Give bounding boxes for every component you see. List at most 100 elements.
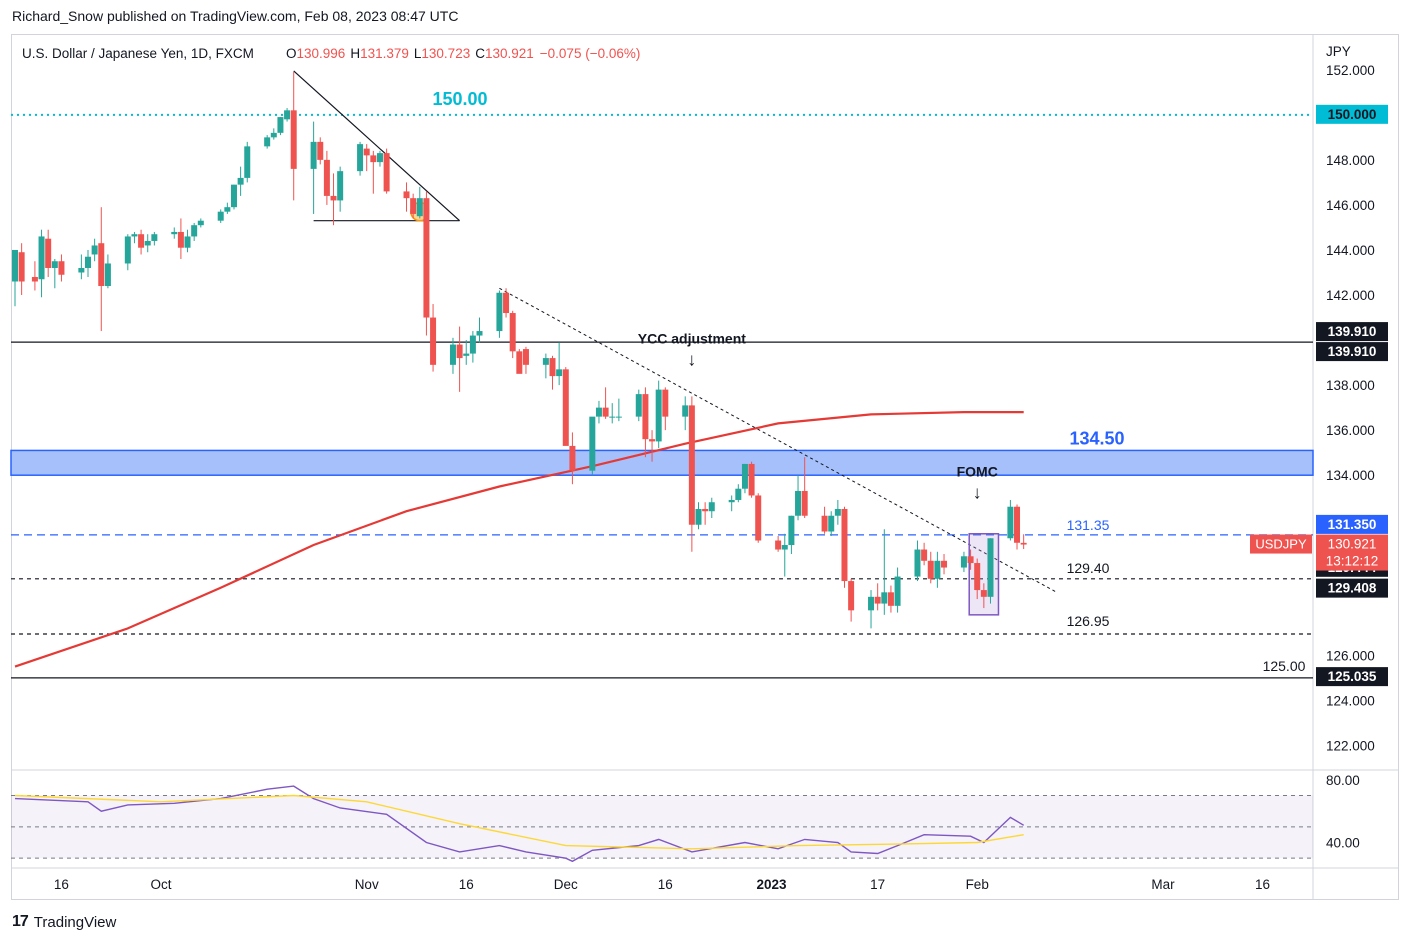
candle-body: [980, 590, 987, 597]
candle-body: [934, 560, 941, 579]
candle-body: [469, 335, 476, 354]
candle: [509, 310, 516, 359]
candle: [230, 184, 237, 210]
candle: [51, 258, 58, 289]
candle: [834, 499, 841, 525]
candle-body: [549, 358, 556, 377]
candle: [695, 502, 702, 530]
candle-body: [609, 416, 616, 418]
candle-body: [509, 313, 516, 352]
candle-body: [635, 394, 642, 417]
candle-body: [602, 407, 609, 417]
candle-body: [522, 349, 529, 365]
last-price-text: 130.921: [1328, 537, 1377, 552]
candle-body: [476, 331, 483, 336]
x-tick-label: Oct: [150, 877, 171, 892]
x-tick-label: 16: [459, 877, 474, 892]
last-price-box: [1316, 534, 1388, 571]
candle: [469, 331, 476, 363]
candle: [496, 290, 503, 338]
candle-body: [569, 445, 576, 471]
candle-body: [702, 508, 709, 512]
candle: [828, 511, 835, 537]
candle: [682, 396, 689, 431]
candle: [503, 288, 510, 318]
candle: [403, 182, 410, 212]
moving-average-line: [14, 411, 1024, 668]
candle: [516, 349, 523, 374]
candle-body: [124, 236, 131, 264]
candle-body: [449, 344, 456, 365]
y-tick-label: 152.000: [1326, 63, 1375, 78]
candle-body: [927, 560, 934, 579]
candle-body: [191, 225, 198, 237]
candle: [383, 148, 390, 194]
candle-body: [237, 177, 244, 185]
candle-body: [1014, 506, 1021, 543]
candle: [1007, 499, 1014, 541]
candle-body: [795, 490, 802, 516]
legend-close-label: C: [475, 46, 485, 61]
legend-high-label: H: [350, 46, 360, 61]
candle: [357, 141, 364, 176]
candle: [874, 583, 881, 611]
candle-body: [748, 463, 755, 496]
candle-body: [695, 508, 702, 525]
candle: [702, 502, 709, 525]
candle-body: [410, 198, 417, 214]
candle-body: [921, 549, 928, 561]
y-tick-label: 142.000: [1326, 288, 1375, 303]
candle-body: [224, 207, 231, 212]
price-label-text: 125.035: [1328, 669, 1377, 684]
candle: [974, 558, 981, 600]
candle-body: [974, 563, 981, 591]
candle-body: [1007, 506, 1014, 539]
candle: [144, 234, 151, 253]
y-tick-label: 136.000: [1326, 423, 1375, 438]
candle-body: [741, 463, 748, 489]
candle-body: [894, 576, 901, 606]
price-label-box: [1316, 667, 1388, 687]
candle: [741, 463, 748, 494]
candle-body: [423, 198, 430, 318]
candle-body: [941, 560, 948, 568]
candle: [735, 484, 742, 503]
candle: [589, 416, 596, 476]
candle-body: [323, 159, 330, 196]
footer-brand-text: TradingView: [33, 913, 117, 931]
candle-body: [868, 596, 875, 611]
candle-body: [12, 249, 18, 282]
rsi-line: [14, 785, 1025, 863]
candle: [476, 317, 483, 343]
candle: [1020, 534, 1027, 550]
candle: [449, 337, 456, 374]
candle: [556, 342, 563, 386]
candle-body: [84, 256, 91, 268]
candle-body: [456, 344, 463, 359]
price-label-box: [1316, 578, 1388, 598]
candle: [728, 495, 735, 512]
candle-body: [383, 153, 390, 192]
legend-ohlc: O130.996 H131.379 L130.723 C130.921 −0.075 (…: [286, 46, 640, 61]
candle: [775, 536, 782, 552]
candle-body: [138, 234, 145, 248]
zone-rect: [10, 449, 1314, 476]
candle-body: [18, 252, 25, 282]
candle: [980, 583, 987, 609]
candle: [84, 249, 91, 277]
candle-body: [290, 110, 297, 169]
candle: [887, 585, 894, 613]
y-tick-label: 134.000: [1326, 468, 1375, 483]
symbol-tag: [1250, 534, 1312, 554]
level-label: 150.00: [432, 89, 487, 109]
legend-high: 131.379: [360, 46, 409, 61]
candle-body: [781, 545, 788, 550]
candle-body: [230, 184, 237, 208]
candle-body: [1020, 542, 1027, 545]
x-tick-label: 17: [870, 877, 885, 892]
candle: [941, 554, 948, 575]
candle-body: [317, 141, 324, 160]
candle: [688, 396, 695, 552]
